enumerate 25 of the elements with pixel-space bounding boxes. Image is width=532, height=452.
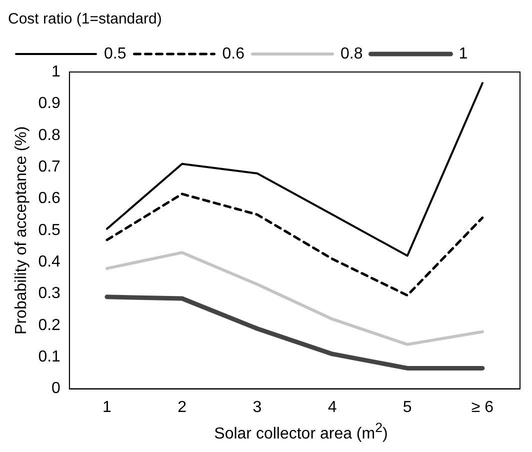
legend-label: 0.6 — [222, 45, 245, 62]
y-tick-label: 0.9 — [38, 95, 61, 112]
legend-label: 0.5 — [104, 45, 126, 62]
y-tick-label: 0.1 — [38, 348, 61, 366]
x-tick-label: 5 — [402, 398, 412, 416]
y-tick-label: 0.5 — [38, 222, 61, 239]
y-tick-label: 0.7 — [38, 158, 61, 176]
y-tick-label: 0.2 — [38, 316, 61, 334]
y-tick-label: 0.4 — [38, 253, 61, 270]
y-axis-title: Probability of acceptance (%) — [13, 126, 30, 334]
x-tick-label: ≥ 6 — [471, 398, 494, 416]
y-tick-label: 0.8 — [38, 126, 61, 144]
x-axis-title: Solar collector area (m$^{2}$) — [213, 420, 389, 444]
y-tick-label: 0.6 — [38, 190, 61, 208]
x-tick-label: 2 — [178, 398, 187, 416]
line-series — [106, 192, 484, 297]
legend-title: Cost ratio (1=standard) — [8, 10, 162, 28]
y-tick-label: 1 — [52, 63, 61, 80]
x-tick-label: 3 — [252, 398, 262, 416]
y-tick-label: 0.3 — [38, 285, 61, 302]
legend-label: 1 — [458, 45, 468, 62]
x-tick-label: 4 — [328, 398, 337, 416]
legend-label: 0.8 — [340, 45, 363, 62]
x-tick-label: 1 — [102, 398, 112, 416]
y-tick-label: 0 — [52, 380, 61, 398]
